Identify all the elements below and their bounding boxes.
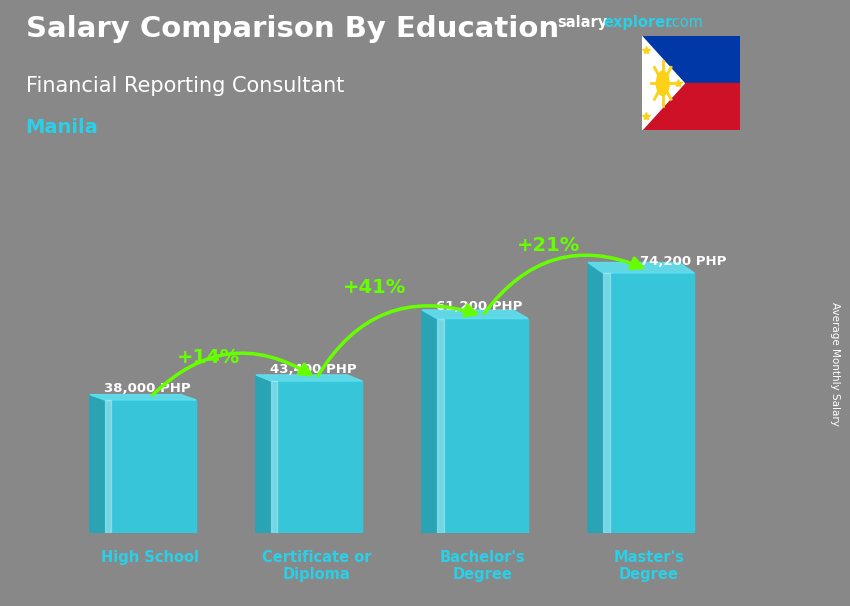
Bar <box>642 36 740 84</box>
Text: 43,400 PHP: 43,400 PHP <box>270 363 357 376</box>
Bar <box>271 381 362 533</box>
Polygon shape <box>603 273 609 533</box>
Text: explorer: explorer <box>604 15 673 30</box>
Bar <box>105 400 196 533</box>
Polygon shape <box>422 310 528 319</box>
Polygon shape <box>90 395 105 533</box>
Polygon shape <box>437 319 444 533</box>
Text: +14%: +14% <box>177 348 241 367</box>
Polygon shape <box>256 375 362 381</box>
Text: Average Monthly Salary: Average Monthly Salary <box>830 302 840 425</box>
Bar <box>437 319 528 533</box>
Circle shape <box>656 71 669 96</box>
Bar <box>603 273 694 533</box>
Polygon shape <box>90 395 196 400</box>
Polygon shape <box>256 375 271 533</box>
Text: 61,200 PHP: 61,200 PHP <box>436 301 523 313</box>
Text: 38,000 PHP: 38,000 PHP <box>104 382 190 395</box>
Text: Salary Comparison By Education: Salary Comparison By Education <box>26 15 558 43</box>
Text: 74,200 PHP: 74,200 PHP <box>640 255 727 268</box>
Text: Manila: Manila <box>26 118 99 137</box>
Text: .com: .com <box>667 15 703 30</box>
Polygon shape <box>642 36 684 130</box>
Bar <box>642 84 740 130</box>
Text: Financial Reporting Consultant: Financial Reporting Consultant <box>26 76 344 96</box>
Text: +21%: +21% <box>518 236 581 255</box>
Polygon shape <box>271 381 277 533</box>
Polygon shape <box>422 310 437 533</box>
Text: +41%: +41% <box>343 278 406 297</box>
Text: salary: salary <box>557 15 607 30</box>
Polygon shape <box>588 262 694 273</box>
Polygon shape <box>588 262 603 533</box>
Polygon shape <box>105 400 111 533</box>
